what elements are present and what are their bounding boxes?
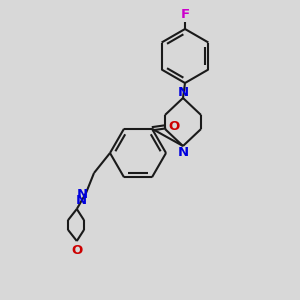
Text: N: N [76, 194, 87, 208]
Text: N: N [76, 188, 88, 200]
Text: O: O [168, 120, 180, 133]
Text: F: F [180, 8, 190, 22]
Text: N: N [177, 85, 189, 98]
Text: O: O [71, 244, 82, 256]
Text: N: N [177, 146, 189, 158]
